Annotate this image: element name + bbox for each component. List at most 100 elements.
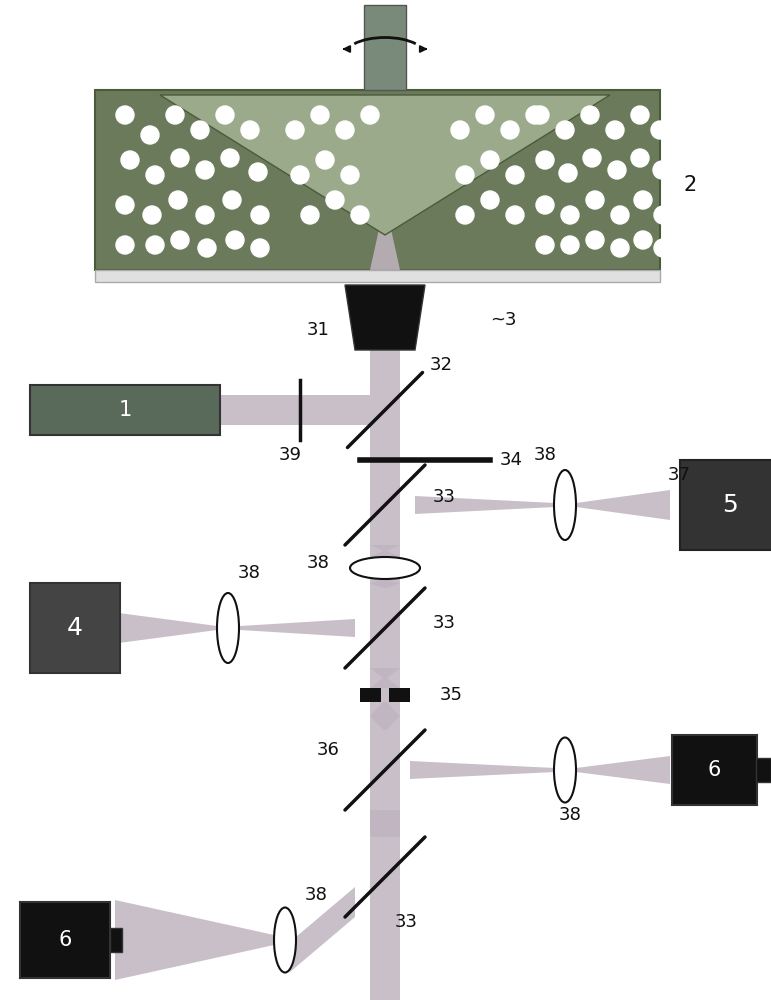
- FancyBboxPatch shape: [364, 5, 406, 90]
- Circle shape: [341, 166, 359, 184]
- Circle shape: [451, 121, 469, 139]
- Circle shape: [171, 231, 189, 249]
- Circle shape: [241, 121, 259, 139]
- Circle shape: [531, 106, 549, 124]
- Text: 38: 38: [534, 446, 557, 464]
- Text: 1: 1: [119, 400, 132, 420]
- Circle shape: [561, 236, 579, 254]
- Circle shape: [606, 121, 624, 139]
- Circle shape: [634, 191, 652, 209]
- Circle shape: [651, 121, 669, 139]
- Circle shape: [631, 149, 649, 167]
- FancyBboxPatch shape: [370, 350, 400, 1000]
- Text: 38: 38: [307, 554, 330, 572]
- Circle shape: [654, 206, 672, 224]
- Circle shape: [191, 121, 209, 139]
- Text: 2: 2: [683, 175, 697, 195]
- FancyBboxPatch shape: [95, 90, 660, 270]
- FancyBboxPatch shape: [220, 395, 370, 425]
- Circle shape: [456, 206, 474, 224]
- Circle shape: [481, 151, 499, 169]
- Circle shape: [141, 126, 159, 144]
- Text: 38: 38: [238, 564, 261, 582]
- Text: ~3: ~3: [490, 311, 517, 329]
- Text: 36: 36: [317, 741, 340, 759]
- Circle shape: [456, 166, 474, 184]
- Polygon shape: [290, 887, 355, 972]
- Polygon shape: [240, 619, 355, 637]
- FancyBboxPatch shape: [389, 688, 410, 702]
- Circle shape: [336, 121, 354, 139]
- Circle shape: [226, 231, 244, 249]
- Circle shape: [196, 206, 214, 224]
- Text: 33: 33: [433, 488, 456, 506]
- Polygon shape: [160, 95, 610, 235]
- FancyBboxPatch shape: [756, 758, 771, 782]
- Circle shape: [653, 161, 671, 179]
- Ellipse shape: [274, 908, 296, 972]
- Circle shape: [611, 239, 629, 257]
- Polygon shape: [370, 810, 400, 837]
- Polygon shape: [370, 579, 400, 588]
- Text: 4: 4: [67, 616, 83, 640]
- Polygon shape: [370, 702, 400, 730]
- Text: 31: 31: [307, 321, 330, 339]
- FancyBboxPatch shape: [20, 902, 110, 978]
- Text: 6: 6: [707, 760, 721, 780]
- Text: 38: 38: [558, 806, 581, 824]
- Circle shape: [116, 106, 134, 124]
- Polygon shape: [576, 490, 670, 520]
- Circle shape: [501, 121, 519, 139]
- Circle shape: [536, 236, 554, 254]
- Text: 34: 34: [500, 451, 523, 469]
- Circle shape: [316, 151, 334, 169]
- Circle shape: [326, 191, 344, 209]
- Text: 33: 33: [395, 913, 418, 931]
- Circle shape: [559, 164, 577, 182]
- Text: 32: 32: [430, 356, 453, 374]
- Circle shape: [216, 106, 234, 124]
- Ellipse shape: [554, 470, 576, 540]
- Circle shape: [561, 206, 579, 224]
- Circle shape: [286, 121, 304, 139]
- Circle shape: [481, 191, 499, 209]
- Circle shape: [634, 231, 652, 249]
- Circle shape: [311, 106, 329, 124]
- Text: 6: 6: [59, 930, 72, 950]
- Polygon shape: [100, 610, 217, 646]
- Circle shape: [146, 166, 164, 184]
- Circle shape: [556, 121, 574, 139]
- FancyBboxPatch shape: [680, 460, 771, 550]
- Polygon shape: [410, 761, 555, 779]
- Circle shape: [631, 106, 649, 124]
- FancyBboxPatch shape: [30, 583, 120, 673]
- Circle shape: [506, 206, 524, 224]
- Polygon shape: [576, 756, 670, 784]
- Text: 39: 39: [278, 446, 301, 464]
- Circle shape: [251, 239, 269, 257]
- Text: 33: 33: [433, 614, 456, 632]
- Circle shape: [611, 206, 629, 224]
- Circle shape: [581, 106, 599, 124]
- Polygon shape: [370, 668, 400, 688]
- Circle shape: [221, 149, 239, 167]
- Circle shape: [506, 166, 524, 184]
- Circle shape: [351, 206, 369, 224]
- Circle shape: [143, 206, 161, 224]
- Ellipse shape: [217, 593, 239, 663]
- Circle shape: [361, 106, 379, 124]
- Circle shape: [608, 161, 626, 179]
- Circle shape: [116, 196, 134, 214]
- Circle shape: [198, 239, 216, 257]
- Circle shape: [476, 106, 494, 124]
- Circle shape: [146, 236, 164, 254]
- FancyBboxPatch shape: [110, 928, 122, 952]
- Ellipse shape: [350, 557, 420, 579]
- Circle shape: [116, 236, 134, 254]
- Text: 38: 38: [305, 886, 328, 904]
- Circle shape: [166, 106, 184, 124]
- Polygon shape: [115, 900, 274, 980]
- Circle shape: [654, 239, 672, 257]
- Text: 5: 5: [722, 493, 738, 517]
- Circle shape: [251, 206, 269, 224]
